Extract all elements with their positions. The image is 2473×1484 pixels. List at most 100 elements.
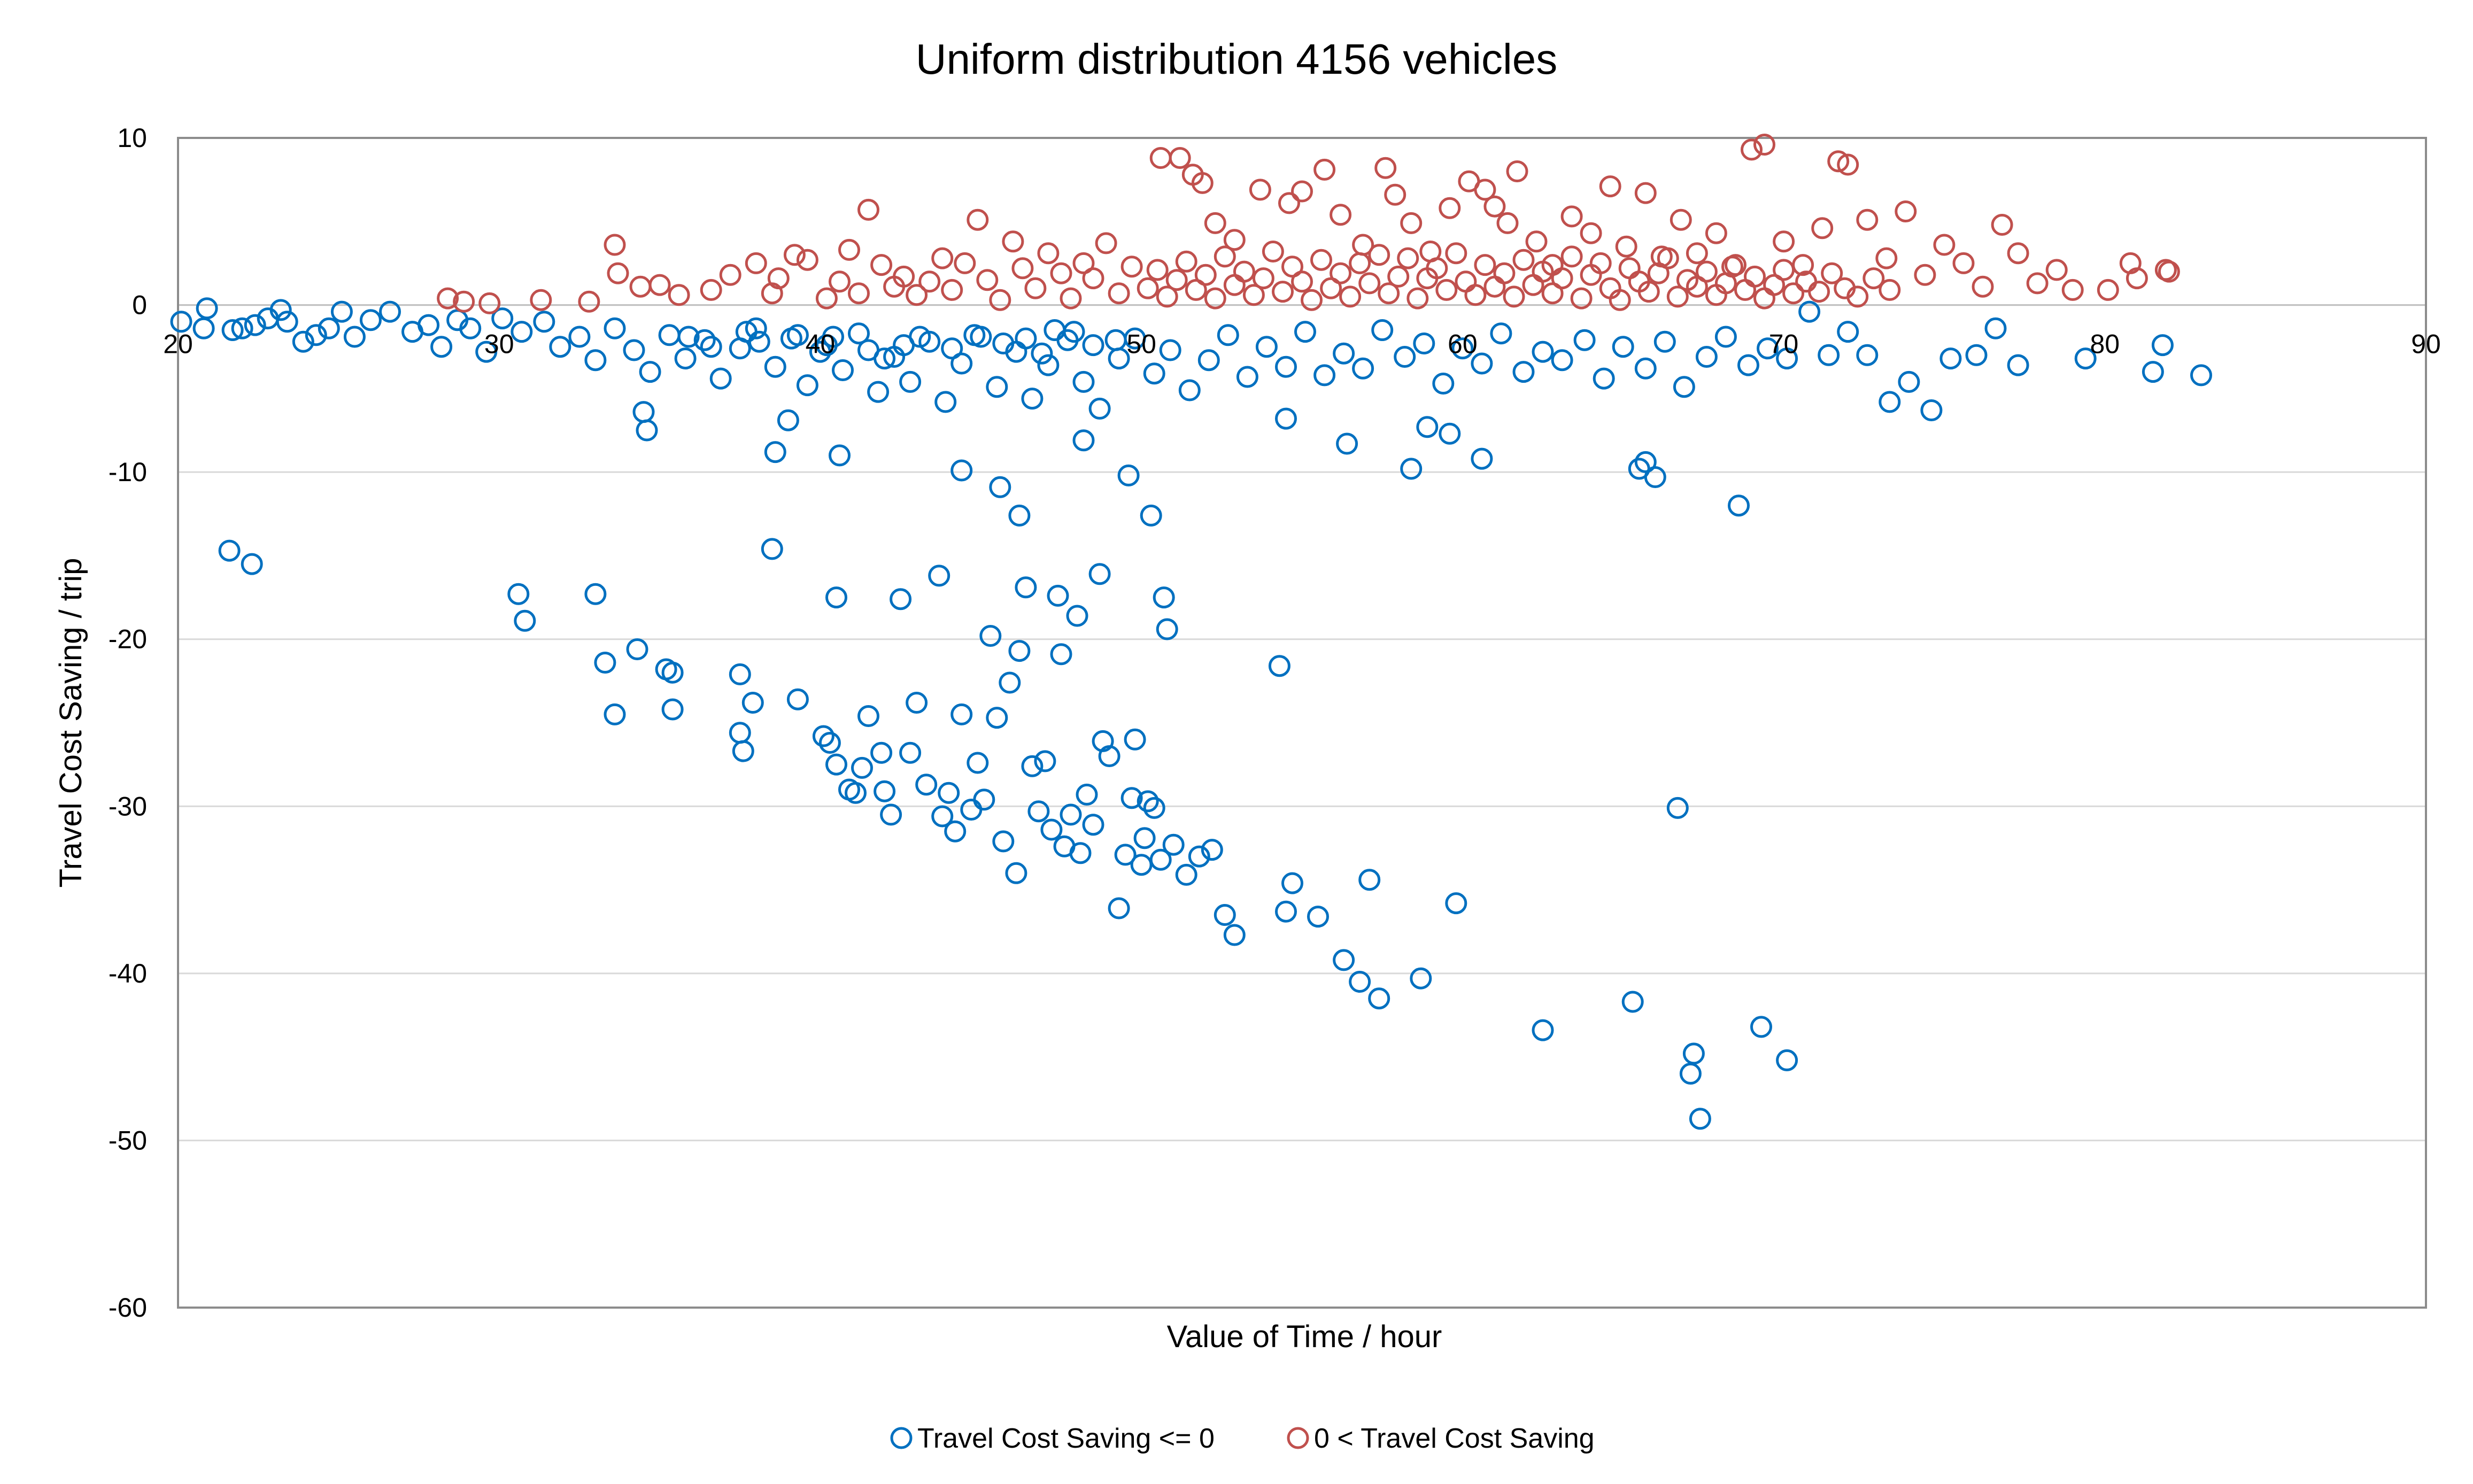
y-axis-ticks: 10 0 -10 -20 -30 -40 -50 -60	[109, 123, 147, 1323]
data-point-s1-48	[1204, 212, 1226, 234]
data-point-s1-172	[1821, 262, 1843, 284]
data-point-s0-70	[1352, 357, 1374, 380]
data-point-s0-199	[1047, 584, 1069, 607]
data-point-s0-146	[1439, 422, 1461, 445]
data-point-s0-216	[1137, 790, 1159, 813]
data-point-s0-37	[764, 355, 786, 378]
data-point-s0-225	[1214, 904, 1236, 926]
data-point-s1-64	[1496, 212, 1519, 234]
data-point-s0-83	[1612, 336, 1634, 358]
data-point-s0-116	[909, 326, 931, 348]
data-point-s1-95	[2045, 259, 2068, 281]
data-point-s0-95	[1856, 344, 1879, 366]
data-point-s0-180	[928, 565, 950, 587]
data-point-s1-99	[2126, 267, 2148, 290]
data-point-s0-17	[418, 314, 440, 336]
data-point-s0-170	[845, 782, 867, 804]
data-point-s0-220	[1156, 618, 1178, 640]
data-point-s0-31	[658, 324, 681, 346]
data-point-s0-103	[2074, 347, 2097, 370]
data-point-s0-223	[1188, 845, 1210, 868]
data-point-s1-146	[1560, 245, 1583, 268]
data-point-s0-10	[305, 324, 327, 346]
data-point-s0-203	[1066, 605, 1088, 627]
data-point-s0-26	[568, 326, 591, 348]
data-point-s0-114	[1104, 329, 1127, 351]
data-point-s0-4	[231, 317, 253, 339]
data-point-s1-68	[1560, 205, 1583, 228]
y-tick-label-3: -20	[109, 624, 147, 654]
data-point-s0-1	[192, 317, 215, 339]
data-point-s0-130	[514, 609, 536, 632]
data-point-s1-132	[1426, 257, 1448, 280]
data-point-s0-128	[241, 553, 263, 575]
data-point-s0-104	[2142, 361, 2164, 383]
data-point-s1-152	[1618, 257, 1641, 280]
data-point-s1-32	[989, 289, 1011, 311]
data-point-s1-76	[1705, 222, 1727, 244]
data-point-s1-93	[2007, 242, 2029, 265]
data-point-s0-78	[1512, 361, 1535, 383]
data-point-s0-108	[748, 330, 770, 353]
data-point-s0-159	[729, 663, 751, 685]
data-point-s1-71	[1615, 235, 1637, 258]
data-point-s0-241	[1682, 1042, 1705, 1065]
data-point-s0-13	[343, 326, 366, 348]
data-point-s1-82	[1811, 217, 1834, 239]
data-point-s1-86	[1875, 247, 1898, 269]
data-point-s1-38	[1060, 287, 1082, 310]
data-point-s0-57	[1108, 347, 1130, 370]
data-point-s0-177	[899, 741, 922, 764]
data-point-s0-124	[1082, 334, 1104, 357]
data-point-s1-24	[893, 265, 915, 288]
data-point-s1-42	[1108, 282, 1130, 305]
data-point-s0-198	[1040, 818, 1063, 841]
data-point-s1-66	[1525, 230, 1548, 253]
data-point-s1-89	[1933, 234, 1956, 256]
data-point-s1-31	[976, 269, 999, 291]
data-point-s0-102	[2007, 354, 2029, 376]
data-point-s0-62	[1197, 349, 1220, 372]
data-point-s0-232	[1349, 971, 1371, 993]
data-point-s0-120	[735, 321, 758, 343]
data-point-s0-212	[1120, 787, 1143, 809]
data-point-s1-113	[1242, 284, 1265, 306]
data-point-s1-70	[1599, 175, 1621, 198]
y-tick-label-0: 10	[117, 123, 147, 153]
data-point-s1-114	[1252, 267, 1274, 290]
data-point-s1-44	[1149, 147, 1172, 169]
data-point-s0-193	[1008, 640, 1031, 662]
data-point-s0-77	[1490, 322, 1512, 345]
data-point-s0-106	[2190, 364, 2212, 387]
data-point-s1-54	[1330, 204, 1352, 226]
data-point-s0-175	[880, 803, 902, 826]
data-point-s1-27	[931, 247, 954, 269]
data-point-s0-22	[491, 307, 514, 330]
data-point-s0-157	[661, 698, 684, 721]
data-point-s1-2	[478, 292, 501, 314]
data-point-s1-127	[1378, 282, 1400, 305]
data-point-s0-91	[1776, 347, 1798, 370]
data-point-s0-229	[1281, 872, 1303, 894]
data-point-s1-90	[1952, 252, 1975, 274]
data-point-s1-149	[1589, 252, 1612, 274]
data-point-s1-107	[1185, 279, 1207, 301]
data-point-s0-111	[963, 324, 986, 346]
data-point-s0-63	[1217, 324, 1239, 346]
data-point-s1-18	[829, 270, 851, 293]
data-point-s1-3	[530, 289, 552, 311]
data-point-s0-217	[1143, 797, 1165, 819]
data-point-s0-53	[1037, 354, 1060, 376]
data-point-s0-11	[318, 317, 340, 339]
data-point-s0-221	[1162, 833, 1185, 856]
x-tick-label-5: 70	[1769, 329, 1799, 359]
data-point-s1-87	[1895, 200, 1917, 222]
data-point-s0-219	[1153, 586, 1175, 609]
x-tick-label-2: 40	[806, 329, 836, 359]
data-point-s0-105	[2151, 334, 2174, 357]
data-point-s0-92	[1798, 300, 1821, 323]
plot-area	[177, 137, 2427, 1309]
data-point-s0-88	[1714, 326, 1737, 348]
data-point-s0-196	[1027, 800, 1050, 823]
data-point-s0-218	[1149, 848, 1172, 871]
